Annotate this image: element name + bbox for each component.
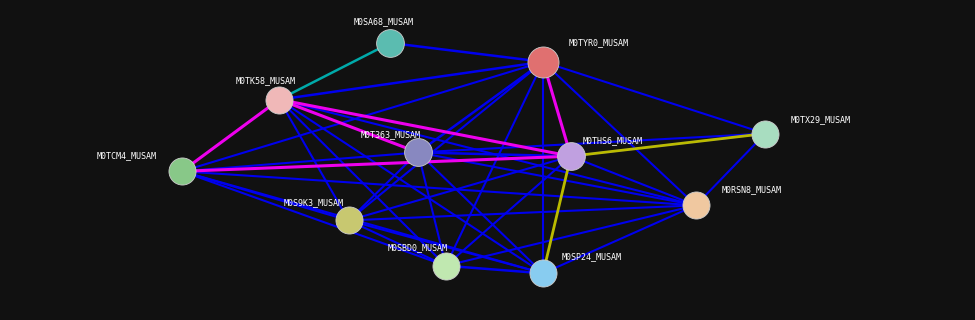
Point xyxy=(175,169,190,174)
Text: M0T363_MUSAM: M0T363_MUSAM xyxy=(361,130,420,139)
Point xyxy=(382,40,398,45)
Point xyxy=(271,97,287,102)
Point xyxy=(688,203,704,208)
Text: M0TYR0_MUSAM: M0TYR0_MUSAM xyxy=(568,38,629,47)
Point xyxy=(535,59,551,64)
Point xyxy=(535,271,551,276)
Text: M0THS6_MUSAM: M0THS6_MUSAM xyxy=(582,136,643,145)
Text: M0TX29_MUSAM: M0TX29_MUSAM xyxy=(791,115,851,124)
Text: M0TK58_MUSAM: M0TK58_MUSAM xyxy=(235,76,295,85)
Text: M0SP24_MUSAM: M0SP24_MUSAM xyxy=(562,252,622,261)
Point xyxy=(410,150,426,155)
Point xyxy=(758,131,773,136)
Text: M0RSN8_MUSAM: M0RSN8_MUSAM xyxy=(722,185,781,194)
Text: M0S9K3_MUSAM: M0S9K3_MUSAM xyxy=(284,198,344,207)
Text: M0SBD0_MUSAM: M0SBD0_MUSAM xyxy=(388,243,448,252)
Text: M0SA68_MUSAM: M0SA68_MUSAM xyxy=(353,17,413,26)
Point xyxy=(563,154,578,159)
Point xyxy=(438,263,453,268)
Text: M0TCM4_MUSAM: M0TCM4_MUSAM xyxy=(97,151,156,160)
Point xyxy=(341,218,357,223)
